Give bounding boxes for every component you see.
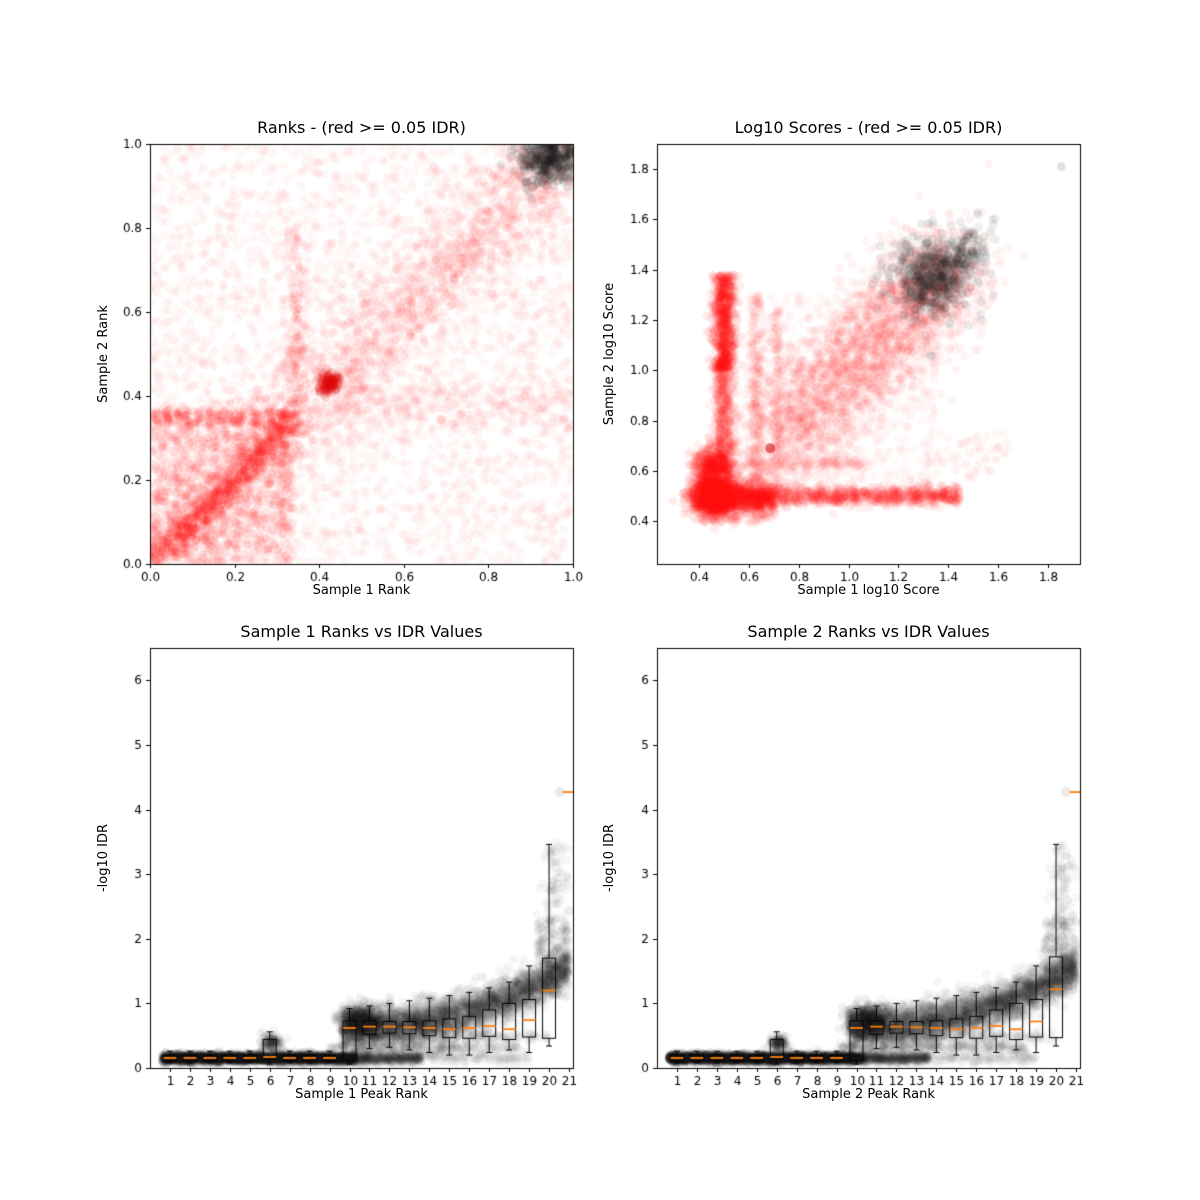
sample1-rank-idr-boxplot-canvas: [0, 600, 600, 1200]
log10-scores-plot-title: Log10 Scores - (red >= 0.05 IDR): [734, 118, 1003, 137]
sample2-boxplot-title: Sample 2 Ranks vs IDR Values: [747, 622, 990, 641]
log10-scores-scatter-canvas: [600, 0, 1200, 600]
subplot-sample2-rank-idr-boxplot: Sample 2 Ranks vs IDR Values Sample 2 Pe…: [600, 600, 1200, 1200]
sample1-boxplot-xaxis-label: Sample 1 Peak Rank: [295, 1087, 428, 1102]
log10-scores-yaxis-label: Sample 2 log10 Score: [602, 282, 617, 426]
subplot-sample1-rank-idr-boxplot: Sample 1 Ranks vs IDR Values Sample 1 Pe…: [0, 600, 600, 1200]
ranks-xaxis-label: Sample 1 Rank: [312, 583, 411, 598]
sample2-rank-idr-boxplot-canvas: [600, 600, 1200, 1200]
subplot-ranks-scatter: Ranks - (red >= 0.05 IDR) Sample 1 Rank …: [0, 0, 600, 600]
ranks-plot-title: Ranks - (red >= 0.05 IDR): [257, 118, 466, 137]
log10-scores-xaxis-label: Sample 1 log10 Score: [797, 583, 940, 598]
sample1-boxplot-yaxis-label: -log10 IDR: [96, 823, 111, 893]
sample2-boxplot-yaxis-label: -log10 IDR: [602, 823, 617, 893]
ranks-yaxis-label: Sample 2 Rank: [96, 305, 111, 403]
sample2-boxplot-xaxis-label: Sample 2 Peak Rank: [802, 1087, 935, 1102]
ranks-scatter-canvas: [0, 0, 600, 600]
subplot-log10-scores-scatter: Log10 Scores - (red >= 0.05 IDR) Sample …: [600, 0, 1200, 600]
sample1-boxplot-title: Sample 1 Ranks vs IDR Values: [240, 622, 483, 641]
